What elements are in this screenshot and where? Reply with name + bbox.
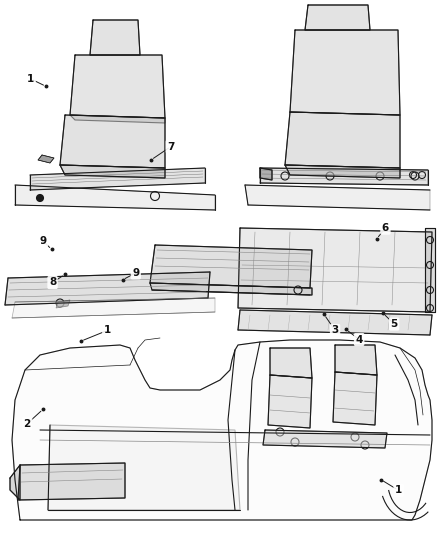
Polygon shape [90,20,140,55]
Polygon shape [263,430,387,448]
Polygon shape [245,185,430,210]
Polygon shape [5,272,210,305]
Text: 1: 1 [27,74,34,84]
Polygon shape [10,465,20,500]
Polygon shape [60,165,165,178]
Polygon shape [48,425,240,510]
Polygon shape [305,5,370,30]
Polygon shape [285,112,400,168]
Polygon shape [268,375,312,428]
Polygon shape [12,340,432,520]
Polygon shape [56,300,70,308]
Polygon shape [18,463,125,500]
Polygon shape [150,283,312,295]
Polygon shape [60,115,165,168]
Text: 6: 6 [382,223,389,233]
Text: 4: 4 [356,335,363,344]
Polygon shape [260,168,272,180]
Polygon shape [270,348,312,378]
Circle shape [36,195,43,201]
Text: 1: 1 [395,486,402,495]
Polygon shape [285,165,400,178]
Text: 9: 9 [39,236,46,246]
Polygon shape [290,30,400,115]
Text: 2: 2 [24,419,31,429]
Text: 9: 9 [132,268,139,278]
Polygon shape [425,228,435,312]
Polygon shape [70,55,165,118]
Polygon shape [238,228,432,312]
Text: 3: 3 [332,326,339,335]
Polygon shape [12,298,215,318]
Polygon shape [335,345,377,375]
Polygon shape [70,115,165,123]
Polygon shape [260,168,428,185]
Text: 7: 7 [167,142,174,151]
Text: 8: 8 [49,278,56,287]
Text: 5: 5 [391,319,398,329]
Polygon shape [30,168,205,190]
Polygon shape [238,310,432,335]
Polygon shape [333,372,377,425]
Text: 1: 1 [104,326,111,335]
Polygon shape [150,245,312,288]
Polygon shape [15,185,215,210]
Polygon shape [38,155,54,163]
